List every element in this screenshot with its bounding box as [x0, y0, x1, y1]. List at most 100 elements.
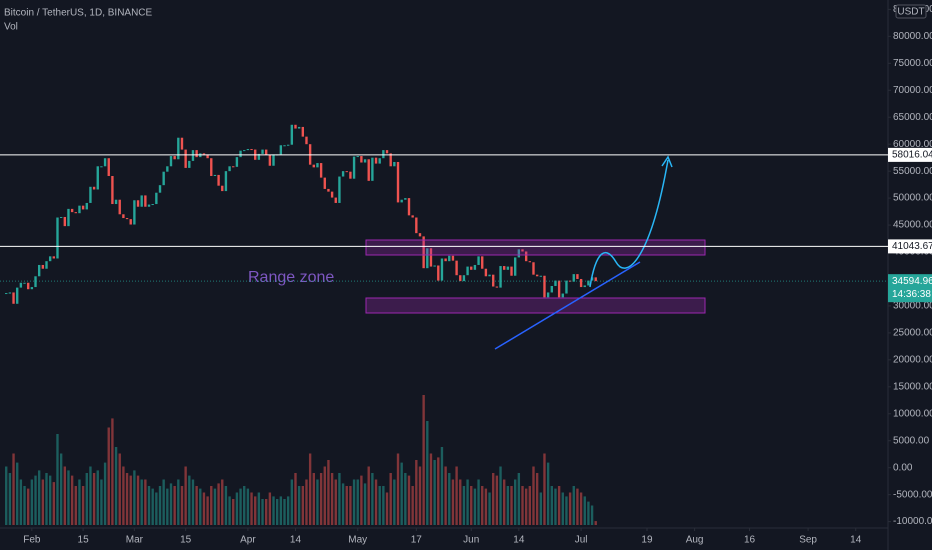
candle [297, 126, 301, 129]
volume-title: Vol [4, 22, 18, 33]
trend-line [494, 261, 641, 350]
candle [16, 287, 19, 304]
volume-bar [561, 492, 564, 525]
volume-bar [52, 482, 56, 525]
volume-bar [297, 486, 301, 525]
candle [243, 150, 246, 152]
volume-bar [221, 479, 224, 525]
candle [546, 292, 550, 298]
x-tick-label: Apr [240, 535, 256, 546]
volume-bar [246, 488, 250, 525]
volume-bar [389, 473, 392, 525]
candle [195, 150, 198, 158]
volume-bar [305, 479, 308, 525]
volume-bar [286, 496, 290, 525]
volume-bar [528, 486, 532, 525]
candle [444, 258, 447, 262]
volume-bar [41, 479, 45, 525]
y-tick-label: 80000.00 [893, 31, 932, 42]
candle [341, 171, 345, 177]
volume-bar [19, 479, 23, 525]
volume-bar [506, 486, 510, 525]
volume-bar [243, 486, 246, 525]
volume-bar [455, 466, 458, 525]
volume-bar [360, 475, 363, 525]
candle [349, 171, 352, 179]
candle [235, 157, 239, 167]
volume-bar [316, 479, 319, 525]
candle [557, 280, 561, 298]
volume-bar [312, 473, 315, 525]
candle [177, 137, 180, 160]
candle [12, 292, 15, 304]
volume-bar [180, 486, 184, 525]
volume-bar [195, 486, 198, 525]
candle [151, 204, 154, 206]
volume-bar [524, 488, 528, 525]
volume-bar [583, 496, 586, 525]
volume-bar [103, 462, 107, 525]
volume-bar [488, 492, 491, 525]
volume-bar [173, 486, 176, 525]
volume-bar [517, 473, 521, 525]
volume-bar [184, 466, 187, 525]
volume-bar [67, 470, 70, 525]
x-tick-label: 14 [850, 535, 862, 546]
y-tick-label: 55000.00 [893, 166, 932, 177]
candle [411, 215, 414, 218]
x-tick-label: Aug [686, 535, 704, 546]
candle [19, 282, 23, 288]
candle [495, 286, 499, 288]
volume-bar [5, 466, 8, 525]
volume-bar [477, 479, 480, 525]
candle [429, 248, 433, 267]
y-tick-label: 0.00 [893, 462, 913, 473]
candle [539, 275, 543, 277]
candle [543, 275, 546, 298]
currency: USDT [897, 7, 924, 18]
volume-bar [140, 479, 143, 525]
volume-bar [492, 473, 495, 525]
volume-bar [473, 488, 477, 525]
candle [565, 280, 568, 294]
candle [78, 205, 81, 214]
y-tick-label: 45000.00 [893, 220, 932, 231]
volume-bar [265, 499, 268, 525]
candle [213, 174, 217, 176]
volume-bar [330, 473, 334, 525]
y-tick-label: 75000.00 [893, 58, 932, 69]
volume-bar [177, 479, 180, 525]
volume-bar [349, 486, 352, 525]
volume-bar [81, 486, 85, 525]
y-tick-label: 30000.00 [893, 301, 932, 312]
volume-bar [261, 499, 264, 525]
countdown: 14:36:38 [892, 289, 931, 300]
volume-bar [89, 466, 92, 525]
candle [327, 188, 330, 192]
candle [162, 171, 165, 186]
candle [532, 262, 535, 275]
volume-bar [356, 479, 359, 525]
candle [210, 158, 213, 176]
volume-bar [114, 447, 118, 525]
candle [158, 185, 162, 193]
candle [371, 157, 374, 181]
candle [107, 158, 110, 176]
candle [433, 265, 436, 267]
volume-bar [45, 473, 48, 525]
candle [576, 274, 579, 279]
volume-bar [532, 466, 535, 525]
volume-bar [481, 486, 484, 525]
x-tick-label: 15 [78, 535, 90, 546]
volume-bar [378, 486, 381, 525]
candle [63, 216, 66, 227]
volume-bar [70, 475, 74, 525]
volume-bar [8, 473, 12, 525]
volume-bar [513, 479, 517, 525]
volume-bar [576, 488, 579, 525]
y-tick-label: 25000.00 [893, 328, 932, 339]
volume-bar [100, 479, 103, 525]
candle [294, 124, 297, 129]
candle [338, 176, 341, 203]
